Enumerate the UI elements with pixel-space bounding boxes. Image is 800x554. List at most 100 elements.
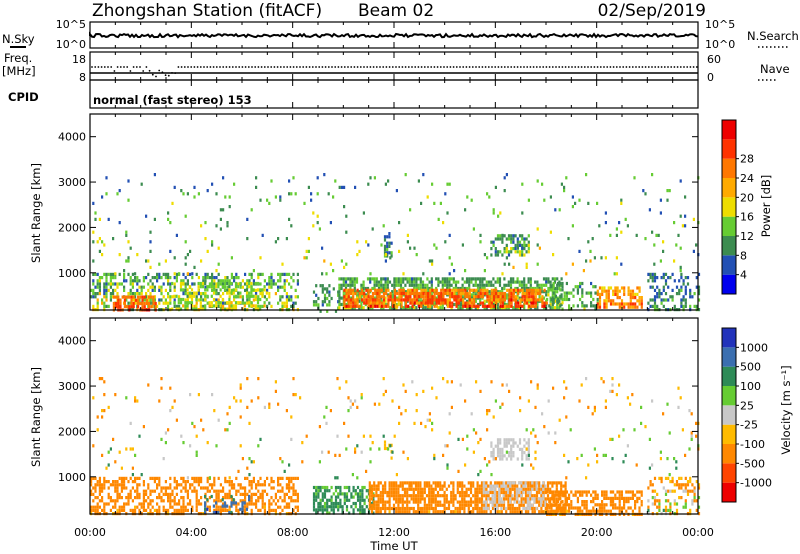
heatmap-cell (285, 272, 288, 276)
heatmap-cell (288, 480, 291, 484)
heatmap-cell (290, 285, 293, 289)
heatmap-cell (476, 510, 479, 514)
heatmap-cell (391, 304, 394, 308)
heatmap-cell (618, 500, 621, 504)
heatmap-cell (441, 283, 444, 287)
heatmap-cell (501, 233, 504, 237)
colorbar-tick-label: 12 (740, 230, 754, 243)
heatmap-cell (345, 495, 349, 499)
heatmap-cell (686, 483, 690, 487)
heatmap-cell (401, 481, 404, 485)
heatmap-cell (505, 243, 508, 247)
heatmap-cell (509, 481, 512, 485)
heatmap-cell (175, 233, 178, 237)
heatmap-cell (564, 487, 567, 491)
heatmap-cell (464, 295, 467, 299)
heatmap-cell (481, 286, 484, 291)
heatmap-cell (153, 276, 156, 280)
heatmap-cell (618, 305, 621, 309)
heatmap-cell (321, 300, 324, 304)
heatmap-cell (478, 487, 481, 491)
heatmap-cell (193, 489, 196, 493)
heatmap-cell (455, 295, 458, 299)
heatmap-cell (296, 279, 299, 283)
heatmap-cell (130, 301, 133, 306)
heatmap-cell (627, 506, 630, 510)
heatmap-cell (252, 502, 255, 506)
heatmap-cell (483, 302, 486, 307)
heatmap-cell (294, 301, 297, 305)
heatmap-cell (380, 304, 383, 308)
heatmap-cell (285, 492, 288, 496)
nave-dot (612, 66, 615, 68)
nave-dot (590, 66, 593, 68)
heatmap-cell (384, 280, 387, 284)
heatmap-cell (193, 195, 196, 199)
heatmap-cell (248, 421, 251, 425)
heatmap-cell (138, 502, 141, 506)
nave-dot (471, 66, 474, 68)
heatmap-cell (283, 285, 286, 289)
heatmap-cell (149, 265, 152, 269)
heatmap-cell (571, 224, 574, 228)
heatmap-cell (530, 291, 533, 296)
heatmap-cell (695, 508, 698, 512)
heatmap-cell (252, 279, 255, 283)
heatmap-cell (393, 283, 396, 287)
heatmap-cell (524, 506, 527, 511)
heatmap-cell (509, 494, 512, 498)
heatmap-cell (565, 496, 568, 500)
heatmap-cell (693, 499, 696, 503)
heatmap-cell (500, 490, 503, 495)
heatmap-cell (145, 508, 148, 512)
heatmap-cell (649, 276, 652, 280)
heatmap-cell (387, 301, 390, 305)
heatmap-cell (257, 480, 260, 484)
heatmap-cell (179, 285, 183, 289)
heatmap-cell (315, 511, 318, 515)
heatmap-cell (522, 497, 525, 501)
heatmap-cell (136, 483, 139, 487)
heatmap-cell (184, 285, 187, 289)
heatmap-cell (239, 285, 242, 289)
nave-dot (308, 66, 311, 68)
heatmap-cell (474, 503, 477, 507)
heatmap-cell (459, 291, 463, 296)
nave-dot (334, 66, 337, 68)
heatmap-cell (649, 298, 652, 302)
heatmap-cell (171, 505, 174, 509)
heatmap-cell (197, 285, 200, 289)
heatmap-cell (563, 291, 566, 295)
heatmap-cell (186, 279, 189, 283)
heatmap-cell (257, 496, 260, 500)
heatmap-cell (507, 454, 511, 458)
heatmap-cell (268, 279, 271, 283)
heatmap-cell (429, 295, 432, 299)
heatmap-cell (375, 283, 378, 287)
heatmap-cell (465, 490, 468, 495)
heatmap-cell (494, 286, 497, 291)
heatmap-cell (226, 224, 229, 228)
heatmap-cell (514, 247, 517, 251)
heatmap-cell (222, 208, 225, 212)
heatmap-cell (200, 502, 203, 506)
heatmap-cell (607, 292, 610, 296)
heatmap-cell (498, 290, 502, 294)
nave-tick-bottom: 0 (707, 71, 714, 84)
heatmap-cell (383, 244, 387, 248)
heatmap-cell (277, 288, 280, 292)
heatmap-cell (315, 492, 318, 496)
heatmap-cell (312, 290, 316, 294)
heatmap-cell (248, 494, 251, 499)
heatmap-cell (425, 481, 429, 485)
heatmap-cell (604, 221, 607, 225)
heatmap-cell (356, 253, 359, 257)
heatmap-cell (432, 494, 435, 498)
heatmap-cell (490, 441, 493, 445)
heatmap-cell (420, 201, 423, 205)
heatmap-cell (362, 434, 365, 438)
heatmap-cell (197, 499, 200, 503)
heatmap-cell (432, 497, 435, 501)
heatmap-cell (167, 428, 170, 432)
heatmap-cell (312, 303, 316, 307)
